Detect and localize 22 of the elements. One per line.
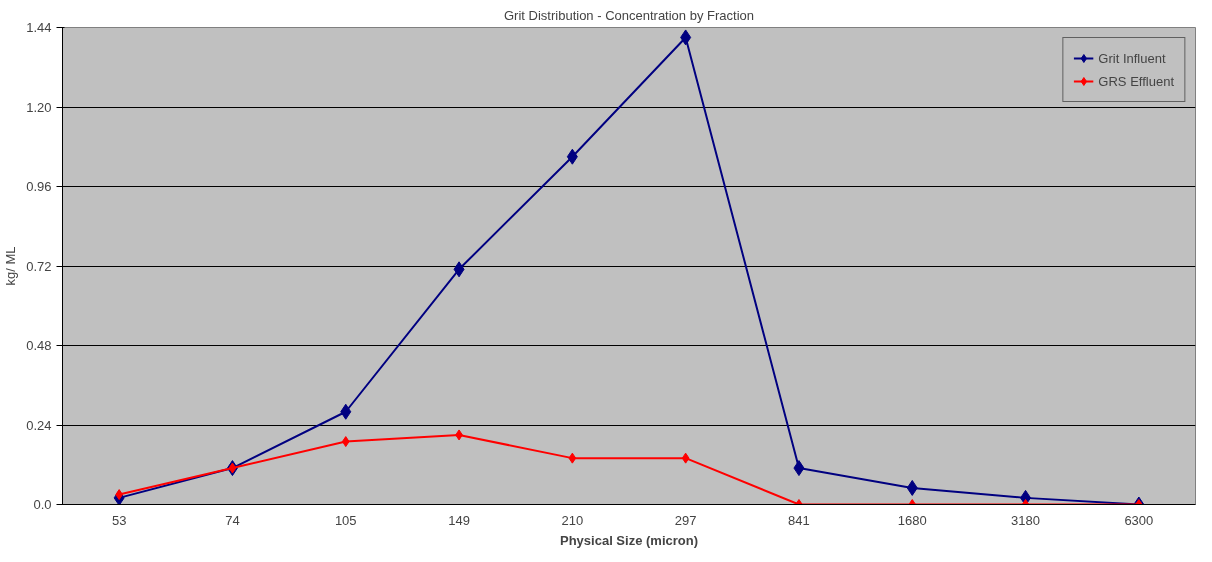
legend-label: Grit Influent [1098,50,1166,66]
chart-title: Grit Distribution - Concentration by Fraction [504,7,754,23]
x-tick-label: 53 [111,512,127,528]
y-tick-label: 0.48 [26,338,52,353]
x-tick-label: 1680 [897,512,927,528]
x-tick-label: 149 [448,512,470,528]
x-tick-label: 297 [674,512,697,528]
x-tick-label: 3180 [1011,512,1041,528]
x-tick-label: 105 [334,512,357,528]
legend-label: GRS Effluent [1098,73,1174,89]
y-axis-title: kg/ ML [3,246,19,286]
x-tick-label: 841 [788,512,810,528]
x-tick-label: 210 [561,512,584,528]
y-tick-label: 1.20 [26,99,52,115]
x-tick-label: 6300 [1124,512,1154,528]
y-tick-label: 0.96 [26,179,52,194]
x-axis-title: Physical Size (micron) [560,532,698,548]
y-tick-label: 0.0 [33,497,52,512]
y-tick-label: 0.72 [26,258,52,274]
x-tick-label: 74 [225,512,240,528]
y-tick-label: 0.24 [26,417,52,433]
y-tick-label: 1.44 [26,20,52,35]
